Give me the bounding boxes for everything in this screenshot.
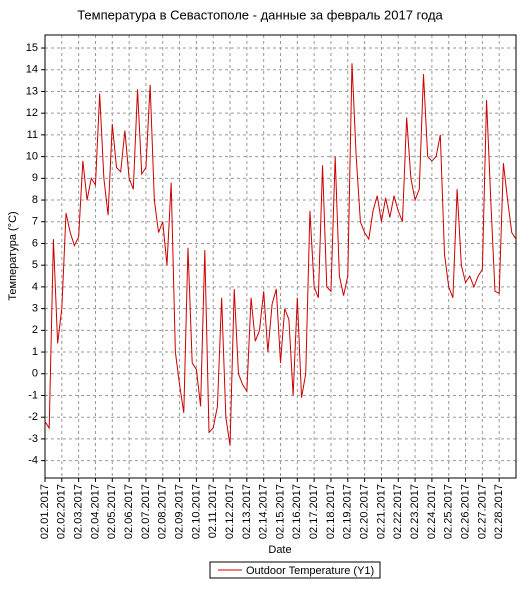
- x-tick-label: 02.26.2017: [459, 484, 471, 539]
- x-tick-label: 02.08.2017: [157, 484, 169, 539]
- x-tick-label: 02.09.2017: [173, 484, 185, 539]
- legend-box: [209, 561, 381, 579]
- x-tick-label: 02.23.2017: [409, 484, 421, 539]
- x-tick-label: 02.03.2017: [73, 484, 85, 539]
- x-tick-label: 02.14.2017: [258, 484, 270, 539]
- x-tick-label: 02.13.2017: [241, 484, 253, 539]
- x-tick-label: 02.10.2017: [190, 484, 202, 539]
- x-tick-label: 02.17.2017: [308, 484, 320, 539]
- x-tick-label: 02.01.2017: [39, 484, 51, 539]
- x-tick-label: 02.20.2017: [359, 484, 371, 539]
- y-tick-label: 15: [26, 42, 38, 54]
- y-tick-label: 3: [32, 303, 38, 315]
- y-tick-label: -3: [28, 433, 38, 445]
- y-tick-label: 0: [32, 368, 38, 380]
- y-tick-label: 12: [26, 107, 38, 119]
- x-tick-label: 02.25.2017: [443, 484, 455, 539]
- y-tick-label: 8: [32, 194, 38, 206]
- y-tick-label: -4: [28, 455, 38, 467]
- y-tick-label: 6: [32, 237, 38, 249]
- legend-label: Outdoor Temperature (Y1): [246, 565, 374, 577]
- x-tick-label: 02.12.2017: [224, 484, 236, 539]
- x-tick-label: 02.07.2017: [140, 484, 152, 539]
- x-tick-label: 02.15.2017: [274, 484, 286, 539]
- x-tick-label: 02.27.2017: [476, 484, 488, 539]
- y-tick-label: 10: [26, 151, 38, 163]
- y-tick-label: 2: [32, 324, 38, 336]
- x-tick-label: 02.05.2017: [106, 484, 118, 539]
- y-axis-label: Температура (°C): [7, 211, 19, 300]
- y-tick-label: 9: [32, 172, 38, 184]
- y-tick-label: 4: [32, 281, 38, 293]
- y-tick-label: 11: [27, 129, 38, 141]
- x-tick-label: 02.02.2017: [56, 484, 68, 539]
- y-tick-label: 1: [32, 346, 38, 358]
- x-tick-label: 02.28.2017: [493, 484, 505, 539]
- x-tick-label: 02.04.2017: [89, 484, 101, 539]
- plot-frame: [44, 34, 517, 479]
- x-tick-label: 02.06.2017: [123, 484, 135, 539]
- x-tick-label: 02.24.2017: [426, 484, 438, 539]
- y-tick-label: -1: [28, 389, 38, 401]
- y-tick-label: 14: [26, 64, 38, 76]
- chart-title: Температура в Севастополе - данные за фе…: [77, 7, 443, 22]
- x-tick-label: 02.11.2017: [207, 484, 219, 538]
- x-tick-label: 02.22.2017: [392, 484, 404, 539]
- x-tick-label: 02.21.2017: [375, 484, 387, 539]
- y-tick-label: 5: [32, 259, 38, 271]
- y-tick-label: 13: [26, 85, 38, 97]
- x-tick-label: 02.16.2017: [291, 484, 303, 539]
- y-tick-label: 7: [32, 216, 38, 228]
- x-tick-label: 02.18.2017: [325, 484, 337, 539]
- series-line: [44, 63, 517, 446]
- y-tick-label: -2: [28, 411, 38, 423]
- x-tick-label: 02.19.2017: [342, 484, 354, 539]
- x-axis-label: Date: [268, 544, 291, 556]
